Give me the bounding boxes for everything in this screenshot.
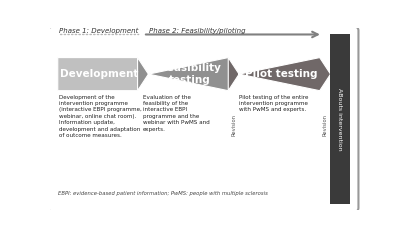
Text: Revision: Revision (323, 114, 328, 136)
Text: Development of the
intervention programme
(interactive EBPI programme,
webinar, : Development of the intervention programm… (58, 95, 141, 138)
Text: ABouts intervention: ABouts intervention (337, 88, 342, 151)
Text: Pilot testing of the entire
intervention programme
with PwMS and experts.: Pilot testing of the entire intervention… (239, 95, 308, 112)
Text: Phase 1: Development: Phase 1: Development (59, 28, 139, 34)
Polygon shape (58, 58, 148, 91)
Text: Revision: Revision (232, 114, 237, 136)
FancyBboxPatch shape (48, 27, 358, 212)
Text: EBPI: evidence-based patient information; PwMS: people with multiple sclerosis: EBPI: evidence-based patient information… (58, 191, 268, 196)
FancyBboxPatch shape (330, 34, 350, 204)
Text: Pilot testing: Pilot testing (245, 69, 317, 79)
Text: Feasibility
testing: Feasibility testing (160, 63, 220, 85)
Polygon shape (228, 58, 330, 91)
Text: Phase 2: Feasibility/piloting: Phase 2: Feasibility/piloting (149, 28, 246, 34)
Polygon shape (138, 58, 239, 91)
Text: Development: Development (60, 69, 138, 79)
Text: Evaluation of the
feasibility of the
interactive EBPI
programme and the
webinar : Evaluation of the feasibility of the int… (143, 95, 210, 131)
